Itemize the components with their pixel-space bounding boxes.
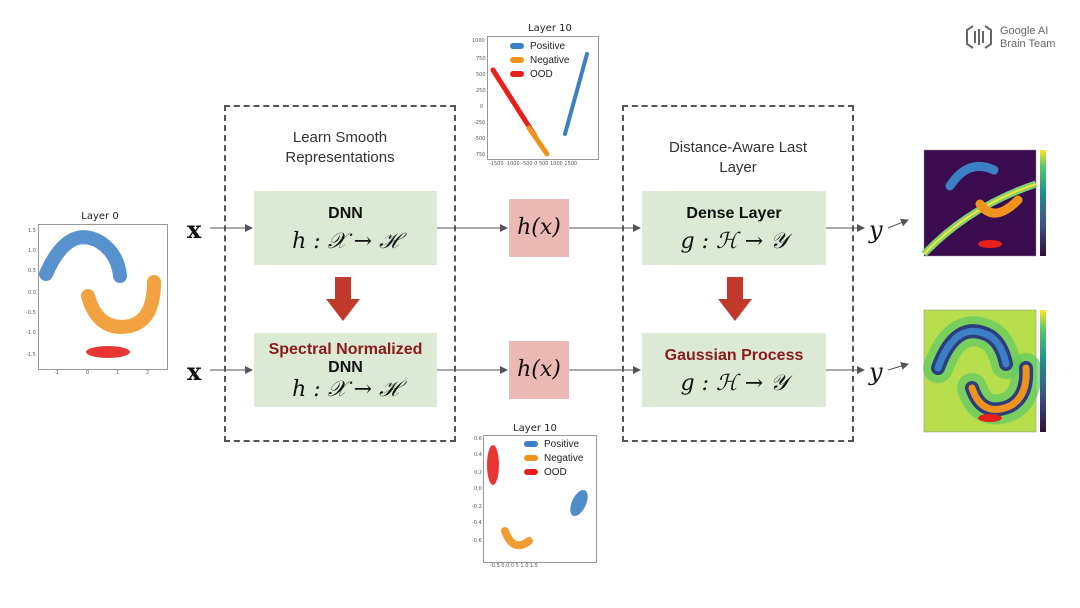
top-layer10-points (490, 52, 589, 157)
dnn-math: h : 𝒳 → ℋ (292, 229, 399, 254)
layer0-xtick: 0 (86, 370, 90, 376)
gaussian-process-label: Gaussian Process (664, 347, 804, 364)
bottom-layer10-ytick: 0.0 (474, 486, 482, 492)
legend-entry-negative: Negative (510, 54, 569, 68)
distance-aware-title: Distance-Aware Last Layer (622, 138, 854, 178)
negative-swatch-icon (510, 57, 524, 64)
logo-line2: Brain Team (1000, 38, 1056, 50)
negative-swatch-icon (524, 455, 538, 462)
top-layer10-ytick: 750 (476, 56, 486, 62)
top-layer10-ytick: 250 (476, 88, 486, 94)
learn-smooth-box (224, 105, 456, 442)
layer0-xtick: 2 (146, 370, 150, 376)
learn-smooth-title: Learn Smooth Representations (224, 128, 456, 168)
google-ai-logo-icon (966, 25, 992, 49)
top-layer10-xtick: -1500 -1000 -500 0 500 1000 1500 (489, 161, 578, 167)
layer0-xtick: 1 (116, 370, 120, 376)
input-x-top: x (187, 215, 202, 244)
dense-output-heatmap (921, 149, 1046, 257)
layer0-ytick: 1.0 (28, 248, 36, 254)
gaussian-process-math: g : ℋ → 𝒴 (680, 371, 788, 396)
legend-ood: OOD (530, 69, 553, 80)
top-layer10-ytick: 1000 (472, 38, 485, 44)
positive-swatch-icon (524, 441, 538, 448)
layer0-ytick: 1.5 (28, 228, 36, 234)
bottom-layer10-title: Layer 10 (513, 423, 557, 434)
legend-positive: Positive (544, 439, 580, 450)
distance-aware-box (622, 105, 854, 442)
top-layer10-ytick: -250 (474, 120, 486, 126)
top-layer10-ytick: -500 (474, 136, 486, 142)
logo-text: Google AI Brain Team (1000, 25, 1055, 51)
gaussian-process-block: Gaussian Process g : ℋ → 𝒴 (642, 333, 826, 407)
top-layer10-ytick: 0 (480, 104, 484, 110)
bottom-layer10-xtick: -0.5 0.0 0.5 1.0 1.5 (490, 563, 538, 569)
bottom-layer10-ytick: 0.6 (474, 436, 482, 442)
layer0-ytick: -1.5 (26, 352, 36, 358)
legend-negative: Negative (530, 55, 570, 66)
positive-swatch-icon (510, 43, 524, 50)
legend-entry-ood: OOD (524, 466, 583, 480)
dense-layer-math: g : ℋ → 𝒴 (680, 229, 788, 254)
bottom-layer10-ytick: -0.6 (472, 538, 482, 544)
top-layer10-title: Layer 10 (528, 23, 572, 34)
legend-negative: Negative (544, 453, 584, 464)
top-layer10-ytick: -750 (474, 152, 486, 158)
layer0-plot-points (39, 230, 161, 358)
legend-entry-negative: Negative (524, 452, 583, 466)
down-arrow-right-icon (718, 277, 752, 321)
input-x-bottom: x (187, 357, 202, 386)
learn-smooth-title-line1: Learn Smooth (292, 129, 388, 146)
output-y-bottom: y (869, 358, 883, 386)
distance-aware-title-line1: Distance-Aware Last (668, 139, 808, 156)
top-layer10-plot (487, 36, 599, 160)
top-layer10-legend: Positive Negative OOD (510, 40, 569, 82)
hx-block-bottom: h(x) (509, 341, 569, 399)
legend-entry-positive: Positive (524, 438, 583, 452)
sn-dnn-label-line2: DNN (328, 359, 363, 376)
bottom-layer10-ytick: -0.4 (472, 520, 482, 526)
ood-swatch-icon (510, 71, 524, 78)
top-layer10-ytick: 500 (476, 72, 486, 78)
ood-swatch-icon (524, 469, 538, 476)
logo-line1: Google AI (1000, 25, 1049, 37)
layer0-ytick: 0.5 (28, 268, 36, 274)
legend-entry-ood: OOD (510, 68, 569, 82)
layer0-ytick: -1.0 (26, 330, 36, 336)
sn-dnn-block: Spectral Normalized DNN h : 𝒳 → ℋ (254, 333, 437, 407)
legend-ood: OOD (544, 467, 567, 478)
layer0-ytick: 0.0 (28, 290, 36, 296)
down-arrow-left-icon (326, 277, 360, 321)
sn-dnn-math: h : 𝒳 → ℋ (292, 377, 399, 402)
gp-output-heatmap (923, 309, 1046, 433)
legend-entry-positive: Positive (510, 40, 569, 54)
output-y-top: y (869, 216, 883, 244)
dnn-block: DNN h : 𝒳 → ℋ (254, 191, 437, 265)
bottom-layer10-ytick: 0.2 (474, 470, 482, 476)
legend-positive: Positive (530, 41, 566, 52)
distance-aware-title-line2: Layer (719, 159, 757, 176)
layer0-xtick: -1 (54, 370, 59, 376)
learn-smooth-title-line2: Representations (285, 149, 395, 166)
dense-layer-label: Dense Layer (686, 205, 782, 222)
hx-block-top: h(x) (509, 199, 569, 257)
bottom-layer10-legend: Positive Negative OOD (524, 438, 583, 480)
layer0-plot-title: Layer 0 (81, 211, 119, 222)
dnn-label: DNN (328, 205, 363, 222)
dense-layer-block: Dense Layer g : ℋ → 𝒴 (642, 191, 826, 265)
bottom-layer10-points (487, 445, 588, 550)
bottom-layer10-ytick: -0.2 (472, 504, 482, 510)
sn-dnn-label-line1: Spectral Normalized (268, 341, 423, 358)
bottom-layer10-ytick: 0.4 (474, 452, 482, 458)
layer0-ytick: -0.5 (26, 310, 36, 316)
